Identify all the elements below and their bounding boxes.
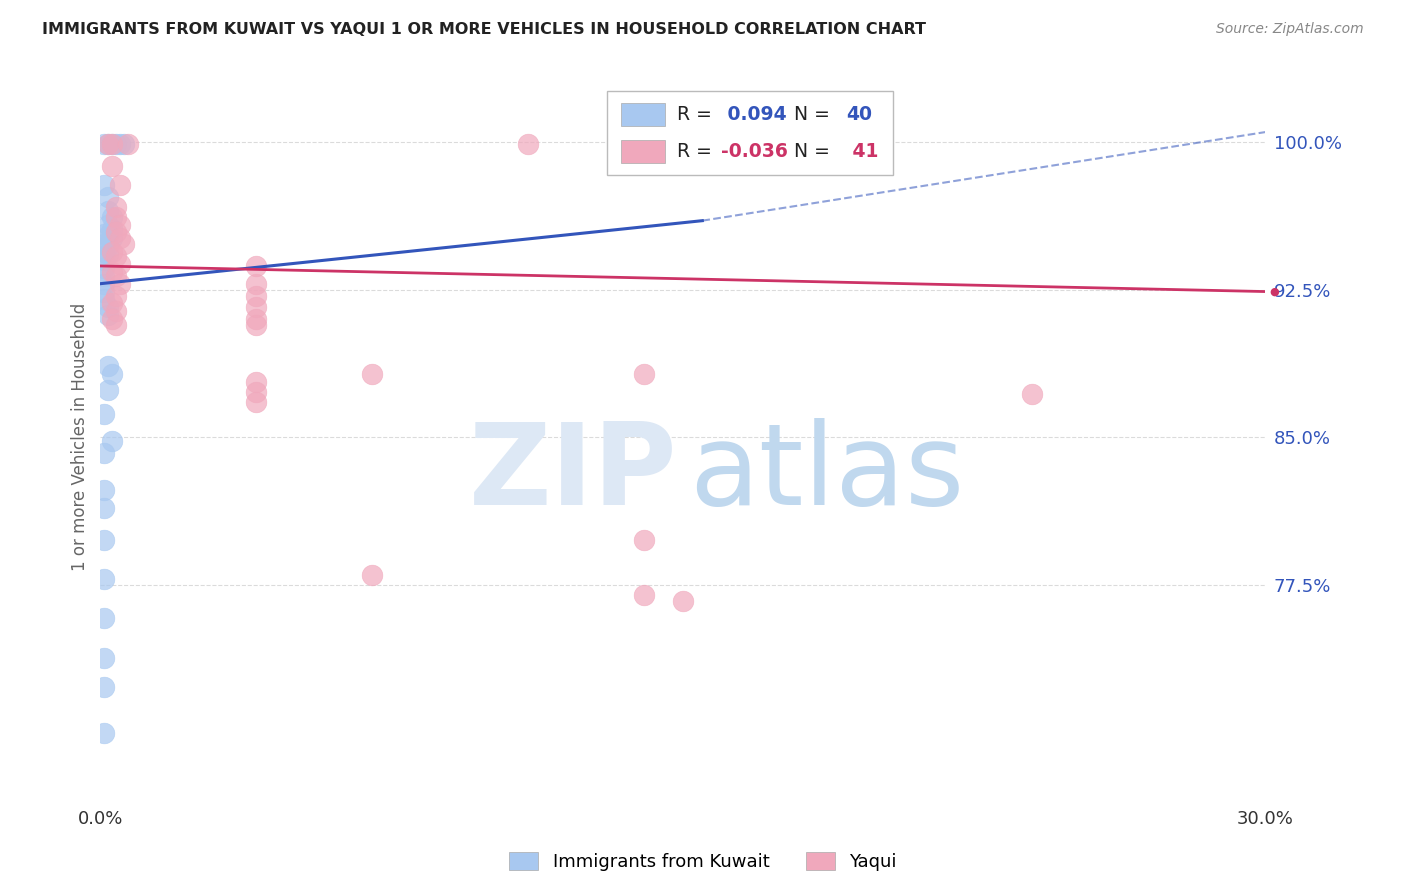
Point xyxy=(101,136,124,151)
Point xyxy=(93,725,115,739)
Point xyxy=(93,611,115,625)
Point xyxy=(361,568,384,582)
Point xyxy=(104,210,127,224)
Point xyxy=(93,227,115,242)
Text: Source: ZipAtlas.com: Source: ZipAtlas.com xyxy=(1216,22,1364,37)
Point xyxy=(93,293,115,307)
Point xyxy=(93,237,115,252)
Point xyxy=(97,301,120,315)
Point xyxy=(97,239,120,253)
Legend: Immigrants from Kuwait, Yaqui: Immigrants from Kuwait, Yaqui xyxy=(502,846,904,879)
Text: 40: 40 xyxy=(846,105,872,124)
Point xyxy=(93,277,115,291)
Point xyxy=(633,368,655,382)
Point xyxy=(93,260,115,275)
Point xyxy=(101,159,124,173)
Point xyxy=(633,533,655,547)
Point xyxy=(101,231,124,245)
Text: R =: R = xyxy=(678,142,718,161)
Point xyxy=(101,296,124,310)
Point xyxy=(245,318,267,332)
Point xyxy=(101,368,124,382)
Text: IMMIGRANTS FROM KUWAIT VS YAQUI 1 OR MORE VEHICLES IN HOUSEHOLD CORRELATION CHAR: IMMIGRANTS FROM KUWAIT VS YAQUI 1 OR MOR… xyxy=(42,22,927,37)
Point xyxy=(245,375,267,389)
Point xyxy=(97,229,120,244)
Text: atlas: atlas xyxy=(689,418,965,529)
Point xyxy=(245,288,267,302)
Point xyxy=(93,533,115,547)
Text: R =: R = xyxy=(678,105,718,124)
Point xyxy=(104,249,127,263)
Point xyxy=(245,259,267,273)
Point xyxy=(104,200,127,214)
Point xyxy=(93,268,115,283)
Text: N =: N = xyxy=(782,142,835,161)
Point xyxy=(361,368,384,382)
Point xyxy=(108,218,131,232)
Point xyxy=(101,312,124,326)
Point xyxy=(245,312,267,326)
Point xyxy=(93,245,115,260)
Point xyxy=(97,203,120,218)
Point xyxy=(1021,387,1043,401)
Bar xyxy=(607,91,893,175)
Text: -0.036: -0.036 xyxy=(721,142,789,161)
Point xyxy=(97,136,120,151)
Point xyxy=(108,257,131,271)
Point xyxy=(93,651,115,665)
Point xyxy=(101,221,124,235)
Point xyxy=(104,304,127,318)
Point xyxy=(101,245,124,260)
Text: ●: ● xyxy=(1270,286,1279,296)
Point xyxy=(101,265,124,279)
Point xyxy=(97,136,120,151)
Point xyxy=(93,446,115,460)
Point xyxy=(112,237,135,252)
Point xyxy=(108,277,131,291)
Point xyxy=(245,384,267,399)
Point xyxy=(104,318,127,332)
Point xyxy=(93,501,115,516)
Point xyxy=(108,231,131,245)
Point xyxy=(104,226,127,240)
Point xyxy=(101,136,124,151)
Text: 0.094: 0.094 xyxy=(721,105,787,124)
Point xyxy=(93,572,115,586)
Point xyxy=(633,588,655,602)
Point xyxy=(104,288,127,302)
Point xyxy=(93,178,115,193)
Bar xyxy=(621,140,665,163)
Text: ZIP: ZIP xyxy=(468,418,678,529)
Point xyxy=(97,383,120,397)
Point xyxy=(245,395,267,409)
Bar xyxy=(621,103,665,127)
Point xyxy=(101,434,124,449)
Point xyxy=(93,285,115,299)
Point xyxy=(108,178,131,193)
Text: N =: N = xyxy=(782,105,835,124)
Point xyxy=(101,210,124,224)
Point xyxy=(93,253,115,268)
Point xyxy=(97,247,120,261)
Point xyxy=(93,483,115,498)
Point xyxy=(245,277,267,291)
Point xyxy=(516,136,538,151)
Point xyxy=(672,593,695,607)
Point xyxy=(245,301,267,315)
Text: 41: 41 xyxy=(846,142,879,161)
Point xyxy=(97,308,120,322)
Point xyxy=(633,136,655,151)
Y-axis label: 1 or more Vehicles in Household: 1 or more Vehicles in Household xyxy=(72,303,89,572)
Point xyxy=(93,407,115,421)
Point xyxy=(97,359,120,374)
Point xyxy=(112,136,135,151)
Point xyxy=(104,136,127,151)
Point xyxy=(93,681,115,695)
Point xyxy=(104,268,127,283)
Point xyxy=(117,136,139,151)
Point xyxy=(97,218,120,232)
Point xyxy=(93,136,115,151)
Point xyxy=(97,190,120,204)
Point xyxy=(108,136,131,151)
